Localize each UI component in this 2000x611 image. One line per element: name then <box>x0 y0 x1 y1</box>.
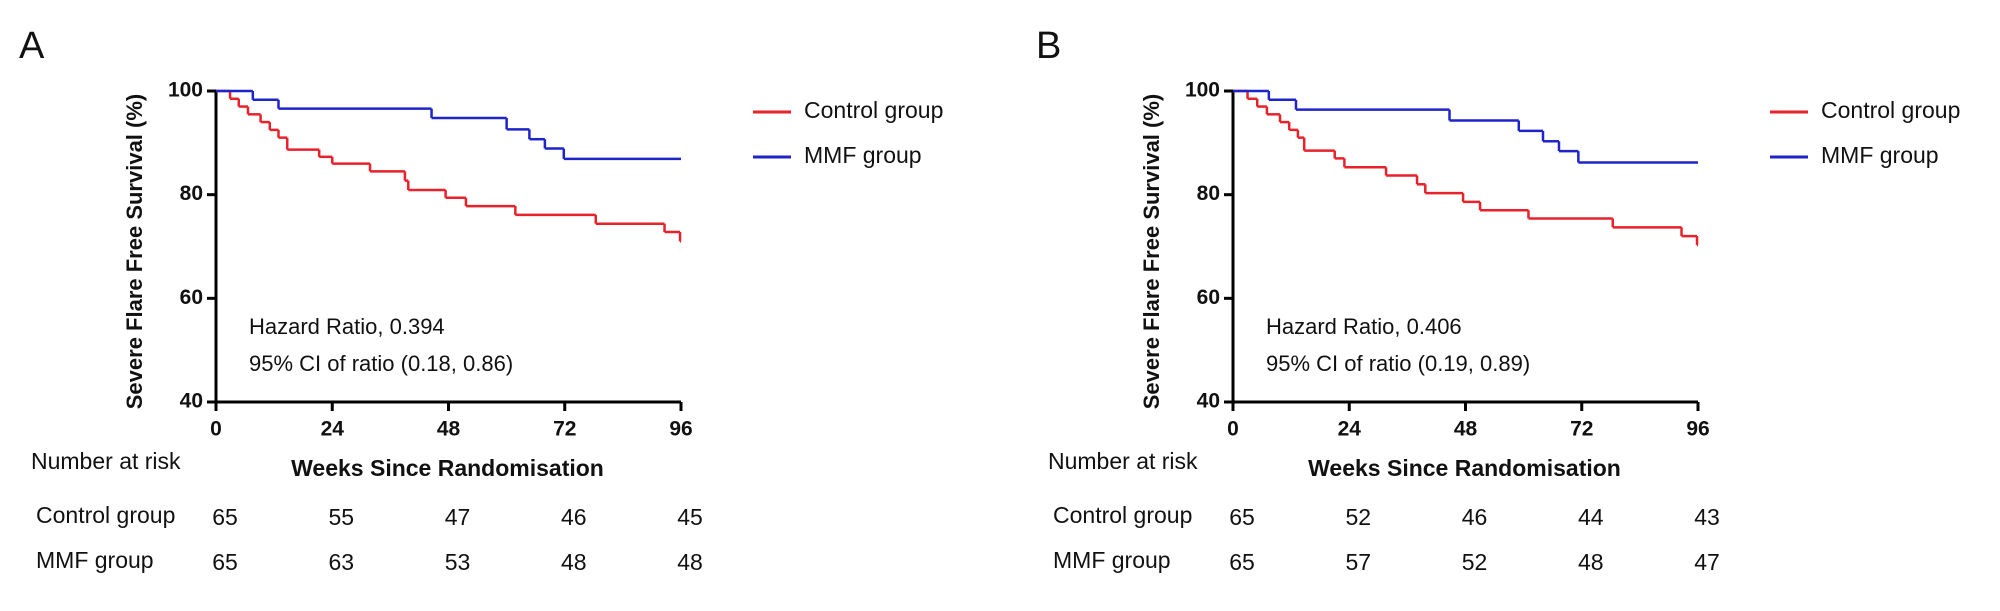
x-tick-label: 96 <box>669 418 692 441</box>
x-tick-label: 72 <box>1570 418 1593 441</box>
x-tick-label: 24 <box>1338 418 1362 441</box>
x-tick-label: 0 <box>210 418 222 441</box>
risk-count: 55 <box>328 504 354 530</box>
y-tick-label: 40 <box>1197 390 1220 413</box>
annotation: Hazard Ratio, 0.406 <box>1266 314 1462 339</box>
risk-count: 63 <box>328 549 354 575</box>
x-tick-label: 72 <box>553 418 576 441</box>
risk-count: 43 <box>1694 504 1720 530</box>
x-tick-label: 0 <box>1227 418 1239 441</box>
risk-count: 48 <box>1578 549 1604 575</box>
y-tick-label: 60 <box>180 286 203 309</box>
y-tick-label: 40 <box>180 390 203 413</box>
risk-row-label: Control group <box>36 502 175 528</box>
y-tick-label: 80 <box>180 182 203 205</box>
risk-row-label: Control group <box>1053 502 1192 528</box>
risk-count: 53 <box>445 549 471 575</box>
risk-count: 65 <box>212 504 238 530</box>
y-axis-title: Severe Flare Free Survival (%) <box>122 94 147 410</box>
risk-row-label: MMF group <box>36 547 154 573</box>
risk-count: 65 <box>1229 549 1255 575</box>
legend-label: MMF group <box>804 142 922 168</box>
y-tick-label: 100 <box>168 79 203 102</box>
y-tick-label: 80 <box>1197 182 1220 205</box>
legend-label: MMF group <box>1821 142 1939 168</box>
risk-table-title: Number at risk <box>31 448 181 474</box>
risk-count: 45 <box>677 504 703 530</box>
risk-count: 57 <box>1345 549 1371 575</box>
annotation: Hazard Ratio, 0.394 <box>249 314 445 339</box>
legend-label: Control group <box>804 97 943 123</box>
y-axis-title: Severe Flare Free Survival (%) <box>1139 94 1164 410</box>
risk-row-label: MMF group <box>1053 547 1171 573</box>
annotation: 95% CI of ratio (0.18, 0.86) <box>249 351 513 376</box>
risk-count: 52 <box>1345 504 1371 530</box>
panel-label: B <box>1036 25 1061 67</box>
risk-count: 46 <box>1462 504 1488 530</box>
annotation: 95% CI of ratio (0.19, 0.89) <box>1266 351 1530 376</box>
legend-label: Control group <box>1821 97 1960 123</box>
risk-count: 48 <box>677 549 703 575</box>
x-axis-title: Weeks Since Randomisation <box>291 455 604 481</box>
x-tick-label: 24 <box>321 418 345 441</box>
y-tick-label: 60 <box>1197 286 1220 309</box>
risk-count: 47 <box>445 504 471 530</box>
risk-count: 65 <box>212 549 238 575</box>
risk-count: 47 <box>1694 549 1720 575</box>
risk-count: 52 <box>1462 549 1488 575</box>
panel-label: A <box>19 25 45 67</box>
y-tick-label: 100 <box>1185 79 1220 102</box>
risk-table-title: Number at risk <box>1048 448 1198 474</box>
x-tick-label: 48 <box>437 418 461 441</box>
risk-count: 46 <box>561 504 587 530</box>
risk-count: 48 <box>561 549 587 575</box>
risk-count: 65 <box>1229 504 1255 530</box>
x-tick-label: 48 <box>1454 418 1478 441</box>
x-tick-label: 96 <box>1686 418 1709 441</box>
risk-count: 44 <box>1578 504 1604 530</box>
x-axis-title: Weeks Since Randomisation <box>1308 455 1621 481</box>
